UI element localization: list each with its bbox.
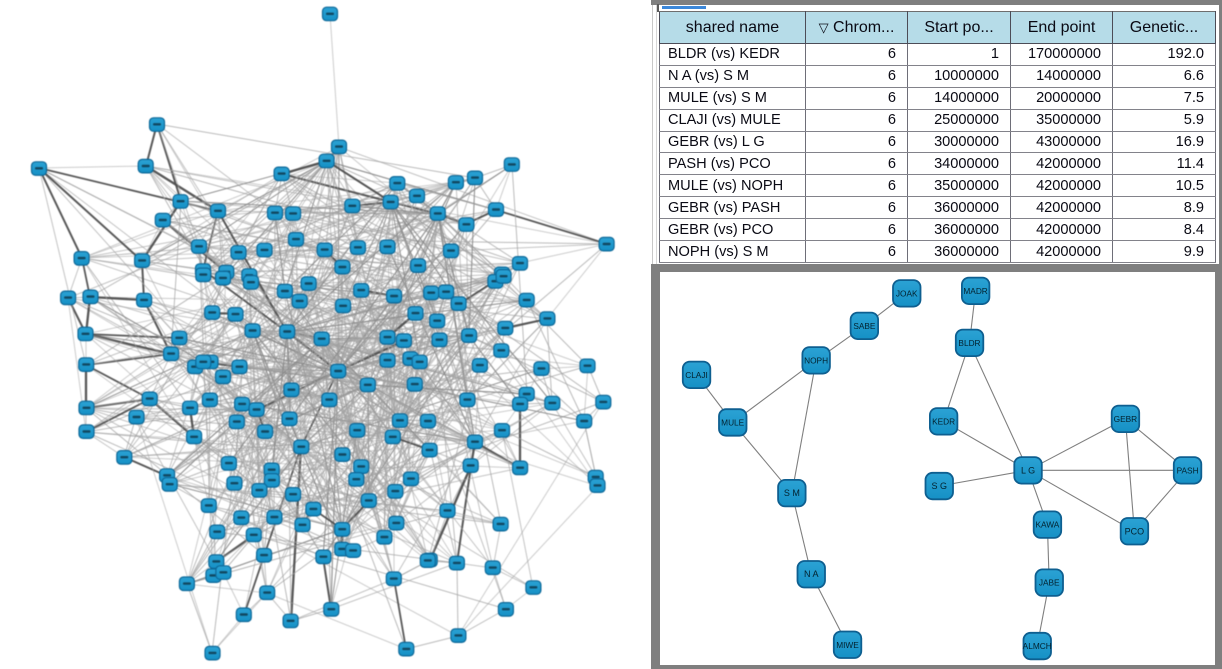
svg-text:KEDR: KEDR (932, 416, 955, 426)
svg-text:ALMCH: ALMCH (1023, 641, 1052, 651)
svg-text:MADR: MADR (963, 285, 987, 295)
svg-text:N A: N A (804, 569, 819, 579)
svg-text:JABE: JABE (1039, 577, 1060, 587)
svg-text:S M: S M (784, 488, 800, 498)
svg-text:CLAJI: CLAJI (685, 369, 708, 379)
svg-text:S G: S G (932, 481, 948, 491)
svg-text:JOAK: JOAK (896, 288, 918, 298)
svg-text:BLDR: BLDR (958, 337, 980, 347)
svg-text:PCO: PCO (1125, 526, 1145, 536)
svg-text:NOPH: NOPH (804, 355, 828, 365)
svg-text:SABE: SABE (853, 320, 876, 330)
svg-text:L G: L G (1021, 465, 1035, 475)
svg-text:MIWE: MIWE (836, 639, 859, 649)
svg-text:GEBR: GEBR (1114, 413, 1138, 423)
svg-text:PASH: PASH (1177, 465, 1199, 475)
svg-text:KAWA: KAWA (1035, 519, 1059, 529)
svg-text:MULE: MULE (721, 417, 745, 427)
